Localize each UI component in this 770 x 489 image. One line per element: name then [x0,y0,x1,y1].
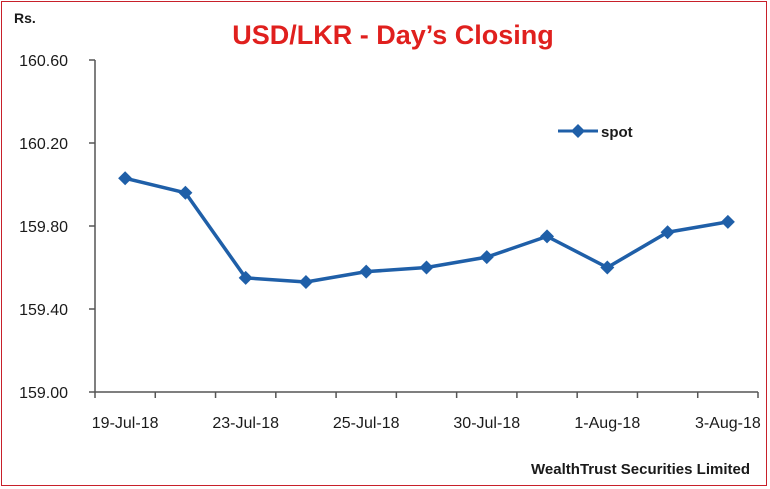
y-tick-label: 160.60 [19,53,68,70]
x-tick-label: 19-Jul-18 [92,415,159,432]
data-point [359,264,374,279]
data-point [238,270,253,285]
data-point [118,171,133,186]
footer-credit: WealthTrust Securities Limited [531,461,750,478]
data-point [660,225,675,240]
x-tick-label: 1-Aug-18 [574,415,640,432]
y-tick-label: 160.20 [19,136,68,153]
chart-title: USD/LKR - Day’s Closing [232,20,554,50]
x-axis: 19-Jul-18 23-Jul-18 25-Jul-18 30-Jul-18 1-Au… [92,392,761,432]
data-point [298,275,313,290]
data-point [479,250,494,265]
x-tick-label: 3-Aug-18 [695,415,761,432]
data-point [600,260,615,275]
y-tick-label: 159.80 [19,219,68,236]
y-axis: 160.60 160.20 159.80 159.40 159.00 [19,53,95,402]
legend-label-spot: spot [601,124,633,141]
data-point [720,214,735,229]
x-tick-label: 25-Jul-18 [333,415,400,432]
y-axis-unit: Rs. [14,10,36,26]
data-point [178,185,193,200]
y-tick-label: 159.40 [19,302,68,319]
legend: spot [558,124,633,141]
y-tick-label: 159.00 [19,385,68,402]
data-point [540,229,555,244]
legend-marker [571,124,585,138]
x-tick-label: 30-Jul-18 [453,415,520,432]
data-point [419,260,434,275]
x-tick-label: 23-Jul-18 [212,415,279,432]
series-spot [118,171,735,290]
